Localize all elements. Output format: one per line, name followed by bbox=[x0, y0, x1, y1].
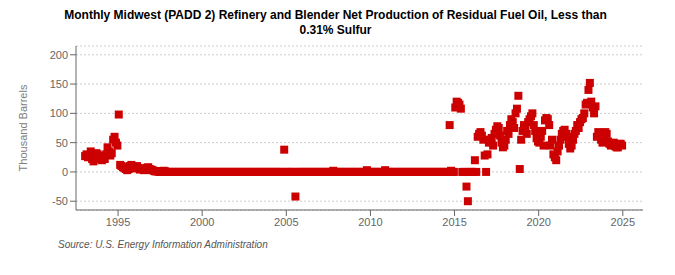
svg-text:150: 150 bbox=[50, 78, 68, 90]
svg-text:2010: 2010 bbox=[358, 216, 382, 228]
svg-text:-50: -50 bbox=[52, 195, 68, 207]
svg-text:50: 50 bbox=[56, 137, 68, 149]
html-text:Monthly Midwest (PADD 2) Refin: Monthly Midwest (PADD 2) Refinery and Bl… bbox=[64, 8, 607, 22]
svg-text:200: 200 bbox=[50, 49, 68, 61]
html-text:Source: U.S. Energy Informatio: Source: U.S. Energy Information Administ… bbox=[58, 239, 268, 250]
svg-text:2025: 2025 bbox=[611, 216, 635, 228]
svg-text:0: 0 bbox=[62, 166, 68, 178]
svg-text:2015: 2015 bbox=[442, 216, 466, 228]
svg-text:100: 100 bbox=[50, 107, 68, 119]
svg-text:Thousand Barrels: Thousand Barrels bbox=[17, 84, 29, 171]
html-text:0.31% Sulfur: 0.31% Sulfur bbox=[299, 23, 372, 37]
svg-text:2005: 2005 bbox=[274, 216, 298, 228]
svg-text:2020: 2020 bbox=[526, 216, 550, 228]
svg-text:1995: 1995 bbox=[106, 216, 130, 228]
svg-text:2000: 2000 bbox=[190, 216, 214, 228]
